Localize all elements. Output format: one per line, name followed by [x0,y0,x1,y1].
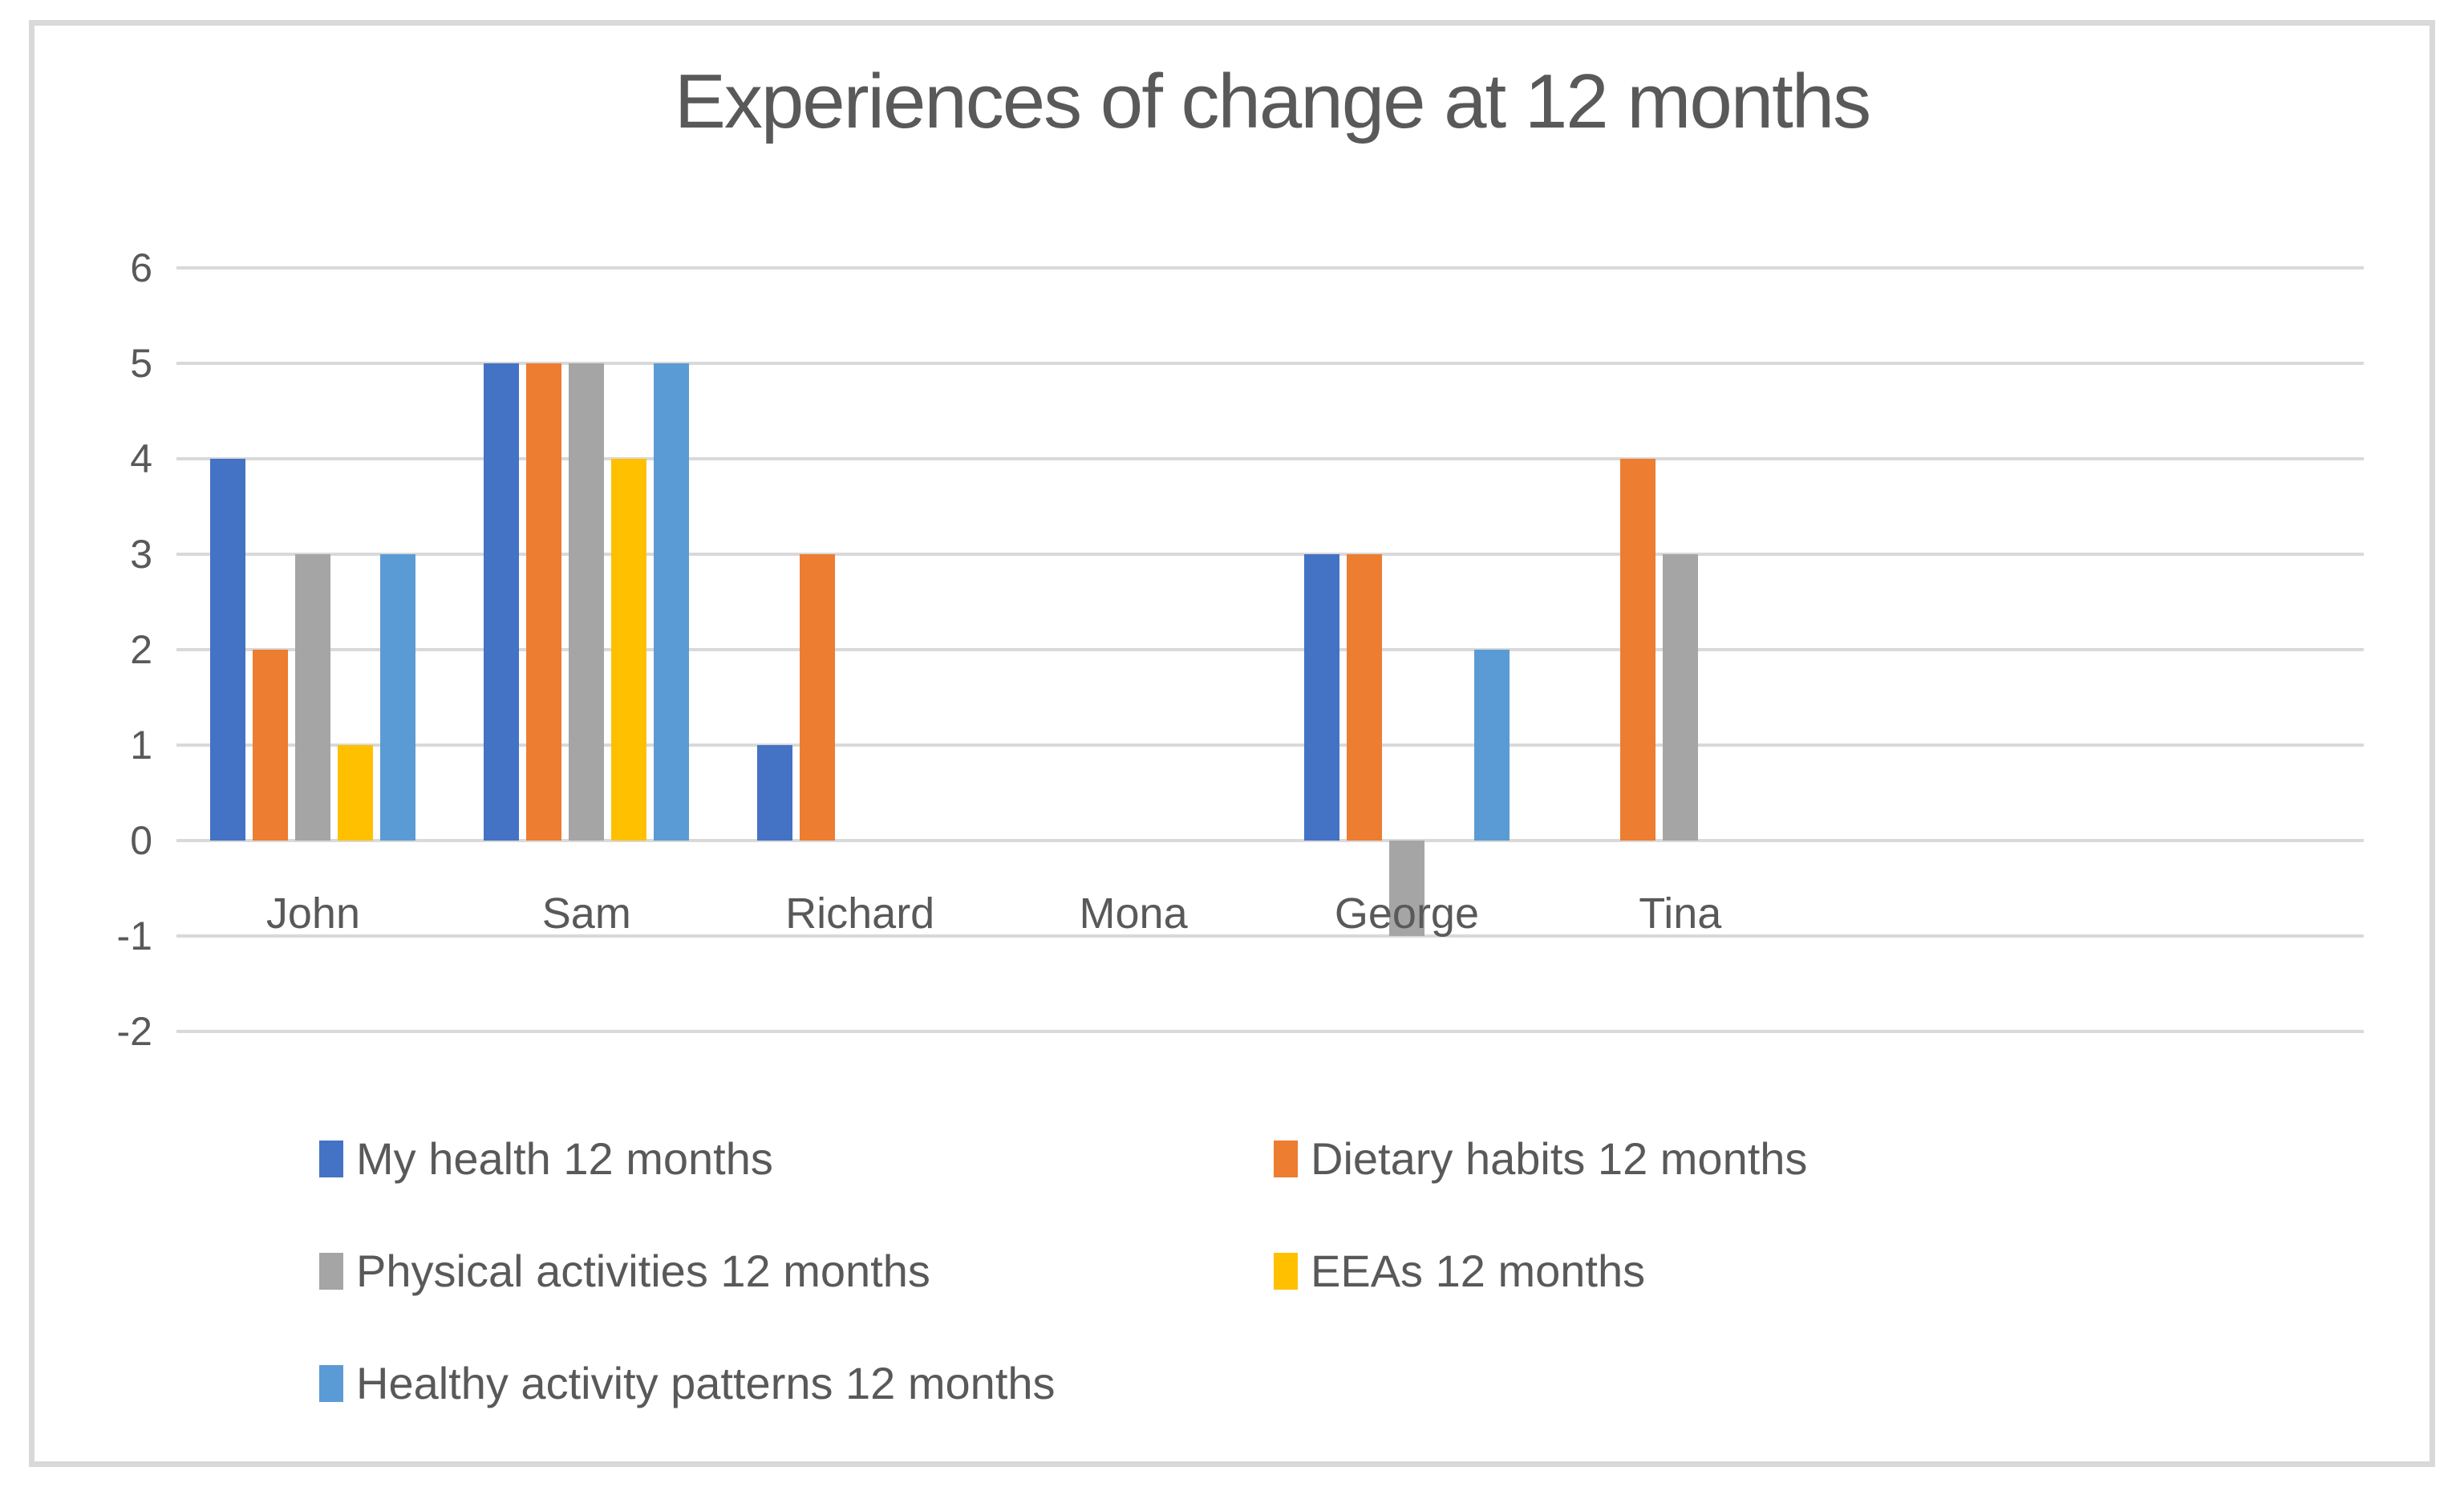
y-axis-tick-label: -2 [116,1009,152,1054]
bar [1388,841,1424,936]
bar [295,554,331,841]
y-axis-tick-label: 3 [130,532,152,577]
category-slot [450,268,723,1031]
category-label: George [1334,889,1479,938]
y-axis-tick-label: -1 [116,914,152,958]
gridline [176,553,2364,556]
bar [800,554,836,841]
gridline [176,839,2364,842]
y-axis-tick-label: 0 [130,818,152,863]
category-slot [176,268,450,1031]
bar [1662,554,1698,841]
category-label: Richard [785,889,935,938]
bar [338,745,374,841]
y-axis-tick-label: 5 [130,341,152,386]
bar [654,363,690,841]
y-axis-tick-label: 1 [130,723,152,768]
category-slot [723,268,997,1031]
bar [526,363,562,841]
bar [1346,554,1382,841]
gridline [176,648,2364,651]
y-axis-tick-label: 4 [130,436,152,481]
plot-area: John Sam Richard Mona George Tina [176,266,2364,1033]
category-label: John [265,889,360,938]
category-label: Mona [1079,889,1188,938]
y-axis-tick-label: 6 [130,245,152,290]
bar [569,363,605,841]
category-slot [2090,268,2364,1031]
y-axis-tick-label: 2 [130,627,152,672]
bar [253,650,289,841]
category-slot [1817,268,2090,1031]
bar [1473,650,1510,841]
y-axis: 6 5 4 3 2 1 0 -1 -2 [32,245,152,1054]
category-label: Sam [541,889,631,938]
gridline [176,1030,2364,1033]
gridline [176,362,2364,365]
category-label: Tina [1639,889,1722,938]
category-slot [1270,268,1544,1031]
bar [611,459,647,841]
gridline [176,457,2364,460]
bar [757,745,793,841]
bar [210,459,246,841]
gridline [176,934,2364,938]
bar [1303,554,1339,841]
bar [380,554,416,841]
chart-title: Experiences of change at 12 months [674,59,1871,144]
gridline [176,744,2364,747]
gridline [176,266,2364,269]
bar [484,363,520,841]
category-slot [1543,268,1817,1031]
bar [1619,459,1656,841]
